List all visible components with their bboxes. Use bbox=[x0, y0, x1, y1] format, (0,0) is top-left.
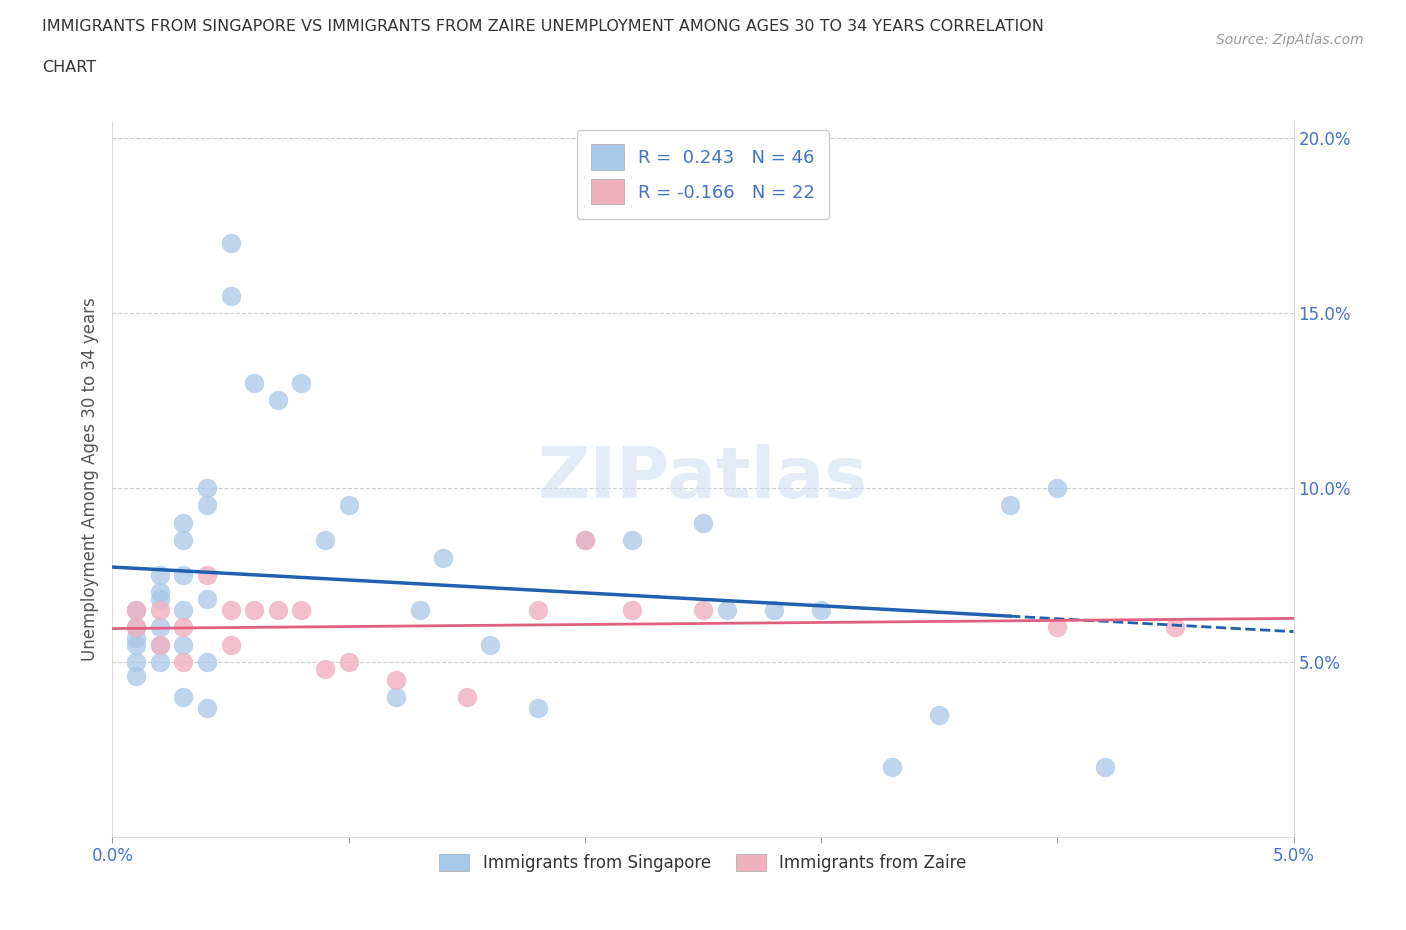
Point bbox=[125, 631, 148, 645]
Point bbox=[456, 690, 478, 705]
Point bbox=[526, 700, 548, 715]
Point bbox=[125, 669, 148, 684]
Point bbox=[125, 620, 148, 635]
Point bbox=[195, 700, 218, 715]
Point bbox=[172, 515, 194, 530]
Legend: Immigrants from Singapore, Immigrants from Zaire: Immigrants from Singapore, Immigrants fr… bbox=[433, 847, 973, 879]
Point bbox=[219, 288, 242, 303]
Point bbox=[621, 603, 644, 618]
Point bbox=[172, 637, 194, 652]
Point bbox=[880, 760, 903, 775]
Text: Source: ZipAtlas.com: Source: ZipAtlas.com bbox=[1216, 33, 1364, 46]
Point bbox=[195, 480, 218, 495]
Point bbox=[479, 637, 502, 652]
Point bbox=[810, 603, 832, 618]
Point bbox=[408, 603, 430, 618]
Point bbox=[219, 637, 242, 652]
Point bbox=[149, 655, 172, 670]
Point bbox=[928, 708, 950, 723]
Point bbox=[526, 603, 548, 618]
Point bbox=[1164, 620, 1187, 635]
Point bbox=[195, 567, 218, 582]
Point bbox=[692, 603, 714, 618]
Point bbox=[219, 603, 242, 618]
Point bbox=[125, 603, 148, 618]
Point bbox=[243, 376, 266, 391]
Point bbox=[290, 603, 312, 618]
Point bbox=[574, 533, 596, 548]
Point bbox=[149, 585, 172, 600]
Text: IMMIGRANTS FROM SINGAPORE VS IMMIGRANTS FROM ZAIRE UNEMPLOYMENT AMONG AGES 30 TO: IMMIGRANTS FROM SINGAPORE VS IMMIGRANTS … bbox=[42, 19, 1045, 33]
Point bbox=[385, 672, 408, 687]
Point bbox=[337, 498, 360, 512]
Point bbox=[385, 690, 408, 705]
Point bbox=[314, 662, 336, 677]
Point bbox=[574, 533, 596, 548]
Point bbox=[998, 498, 1021, 512]
Point bbox=[267, 603, 290, 618]
Point bbox=[172, 567, 194, 582]
Point bbox=[149, 620, 172, 635]
Point bbox=[432, 551, 454, 565]
Point bbox=[337, 655, 360, 670]
Point bbox=[243, 603, 266, 618]
Point bbox=[1046, 480, 1069, 495]
Point bbox=[149, 637, 172, 652]
Point bbox=[1094, 760, 1116, 775]
Point bbox=[195, 592, 218, 607]
Point bbox=[290, 376, 312, 391]
Point bbox=[692, 515, 714, 530]
Y-axis label: Unemployment Among Ages 30 to 34 years: Unemployment Among Ages 30 to 34 years bbox=[80, 297, 98, 661]
Point bbox=[172, 655, 194, 670]
Point bbox=[125, 655, 148, 670]
Point bbox=[125, 603, 148, 618]
Point bbox=[1046, 620, 1069, 635]
Point bbox=[149, 567, 172, 582]
Text: CHART: CHART bbox=[42, 60, 96, 75]
Point bbox=[149, 592, 172, 607]
Point bbox=[125, 637, 148, 652]
Point bbox=[149, 637, 172, 652]
Point bbox=[195, 498, 218, 512]
Point bbox=[267, 392, 290, 407]
Point bbox=[172, 620, 194, 635]
Point bbox=[219, 235, 242, 250]
Point bbox=[716, 603, 738, 618]
Point bbox=[125, 620, 148, 635]
Point bbox=[621, 533, 644, 548]
Text: ZIPatlas: ZIPatlas bbox=[538, 445, 868, 513]
Point bbox=[314, 533, 336, 548]
Point bbox=[172, 690, 194, 705]
Point bbox=[195, 655, 218, 670]
Point bbox=[172, 603, 194, 618]
Point bbox=[762, 603, 785, 618]
Point bbox=[149, 603, 172, 618]
Point bbox=[172, 533, 194, 548]
